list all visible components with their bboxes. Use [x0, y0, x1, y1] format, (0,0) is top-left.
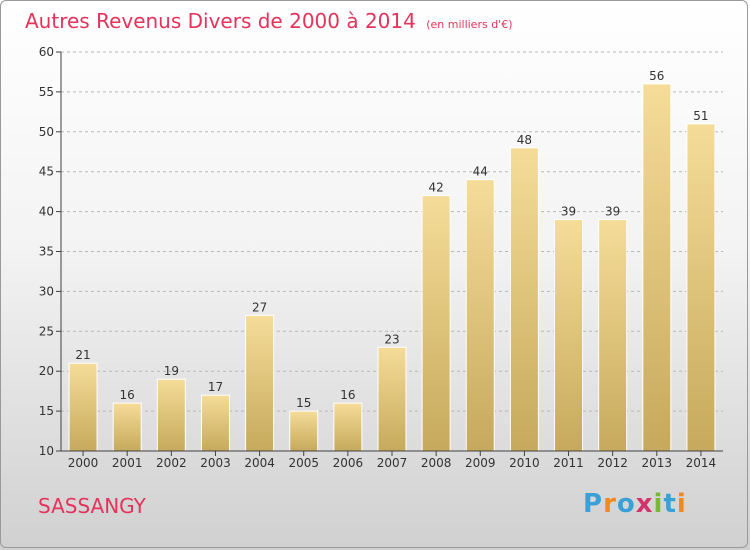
bar [598, 219, 628, 452]
data-label: 51 [693, 109, 708, 123]
logo-letter: o [616, 489, 636, 519]
y-tick-label: 50 [39, 125, 54, 139]
bar [333, 402, 363, 452]
data-label: 44 [473, 165, 488, 179]
y-tick-label: 35 [39, 245, 54, 259]
x-tick-label: 2007 [377, 456, 408, 470]
chart-title-text: Autres Revenus Divers de 2000 à 2014 [25, 9, 416, 33]
bar [112, 402, 142, 452]
data-label: 42 [428, 181, 443, 195]
y-tick-label: 25 [39, 324, 54, 338]
x-tick-label: 2004 [244, 456, 275, 470]
data-label: 19 [164, 364, 179, 378]
unit-note: (en milliers d'€) [426, 18, 513, 31]
x-tick-label: 2011 [553, 456, 584, 470]
place-name: SASSANGY [38, 494, 146, 518]
chart-title: Autres Revenus Divers de 2000 à 2014 (en… [25, 9, 513, 33]
bar [68, 362, 98, 452]
bar [245, 314, 275, 452]
x-tick-label: 2006 [333, 456, 364, 470]
y-tick-label: 10 [39, 444, 54, 458]
data-label: 27 [252, 300, 267, 314]
y-tick-label: 20 [39, 364, 54, 378]
data-label: 16 [120, 388, 135, 402]
x-tick-label: 2003 [200, 456, 231, 470]
labels: 10 15 20 25 30 35 40 45 50 55 60 21 2000 16 2001 19 2002… [39, 45, 716, 470]
x-tick-label: 2005 [288, 456, 319, 470]
x-tick-label: 2013 [642, 456, 673, 470]
y-tick-label: 15 [39, 404, 54, 418]
data-label: 39 [605, 205, 620, 219]
logo-letter: r [603, 489, 617, 519]
bar [465, 179, 495, 452]
bar [156, 378, 186, 452]
x-tick-label: 2000 [68, 456, 99, 470]
data-label: 23 [384, 332, 399, 346]
y-tick-label: 45 [39, 165, 54, 179]
bar [289, 410, 319, 452]
data-label: 39 [561, 205, 576, 219]
logo-letter: i [653, 489, 664, 519]
logo-letter: i [676, 489, 687, 519]
bar [642, 83, 672, 452]
logo-letter: t [663, 489, 677, 519]
bar [200, 394, 230, 452]
logo-letter: P [583, 489, 604, 519]
data-label: 16 [340, 388, 355, 402]
x-tick-label: 2012 [597, 456, 628, 470]
bar [421, 195, 451, 452]
x-tick-label: 2002 [156, 456, 187, 470]
logo-letter: x [635, 489, 654, 519]
x-tick-label: 2009 [465, 456, 496, 470]
proxiti-logo[interactable]: Proxiti [583, 489, 687, 519]
bar [377, 346, 407, 452]
x-tick-label: 2008 [421, 456, 452, 470]
axes [56, 51, 723, 456]
x-tick-label: 2014 [686, 456, 717, 470]
data-label: 56 [649, 69, 664, 83]
bar [554, 219, 584, 452]
data-label: 48 [517, 133, 532, 147]
bars [68, 83, 716, 452]
x-tick-label: 2001 [112, 456, 143, 470]
y-tick-label: 60 [39, 45, 54, 59]
y-tick-label: 55 [39, 85, 54, 99]
y-tick-label: 40 [39, 205, 54, 219]
bar [509, 147, 539, 452]
bar [686, 123, 716, 452]
x-tick-label: 2010 [509, 456, 540, 470]
y-tick-label: 30 [39, 284, 54, 298]
data-label: 15 [296, 396, 311, 410]
data-label: 21 [75, 348, 90, 362]
data-label: 17 [208, 380, 223, 394]
